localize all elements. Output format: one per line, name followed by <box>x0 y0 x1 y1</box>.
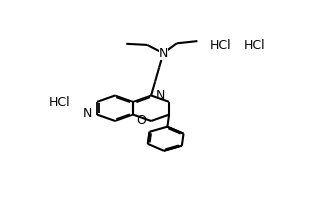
Text: HCl: HCl <box>48 96 70 108</box>
Text: N: N <box>83 107 93 120</box>
Text: HCl: HCl <box>244 39 266 52</box>
Text: O: O <box>137 115 146 127</box>
Text: N: N <box>159 47 168 60</box>
Text: HCl: HCl <box>210 39 232 52</box>
Text: N: N <box>156 89 165 102</box>
